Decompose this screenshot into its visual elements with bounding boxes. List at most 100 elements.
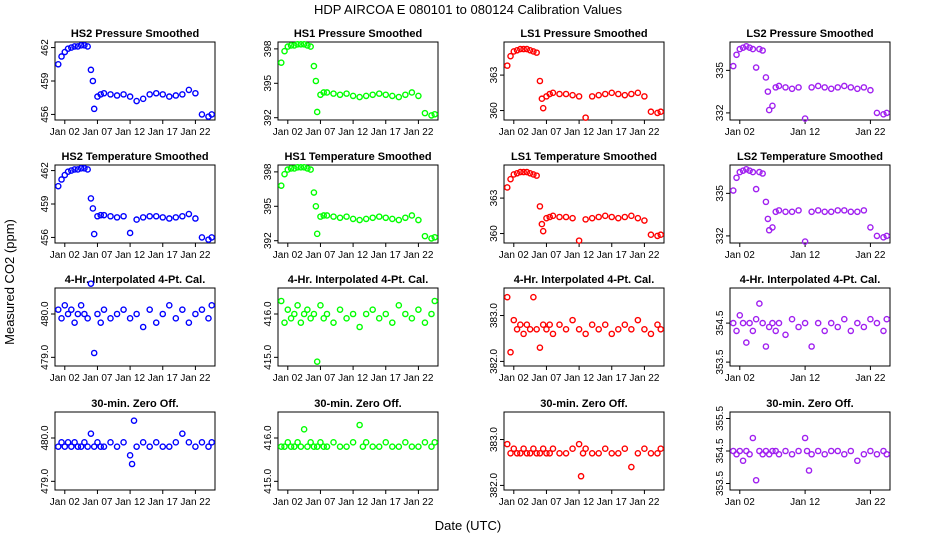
data-point	[880, 447, 887, 455]
data-point	[503, 293, 511, 301]
data-point	[146, 91, 153, 98]
data-point	[739, 44, 747, 51]
data-point	[733, 327, 740, 335]
y-tick-label: 332	[715, 104, 726, 121]
data-point	[539, 227, 547, 235]
x-tick-label: Jan 02	[273, 127, 303, 138]
data-point	[595, 213, 602, 221]
x-tick-label: Jan 22	[403, 127, 433, 138]
data-point	[775, 319, 783, 327]
x-tick-label: Jan 02	[499, 127, 529, 138]
chart-panel: 4-Hr. Interpolated 4-Pt. Cal. 479.0 480.0 J…	[40, 274, 216, 384]
y-tick-label: 395	[263, 198, 274, 215]
data-point	[513, 46, 521, 54]
data-point	[336, 306, 344, 313]
data-point	[58, 176, 65, 183]
chart-panel: 4-Hr. Interpolated 4-Pt. Cal. 353.5 354.5 J…	[715, 274, 891, 384]
data-point	[821, 208, 828, 216]
data-point	[179, 91, 186, 98]
data-point	[821, 327, 828, 335]
data-point	[146, 443, 153, 450]
data-point	[814, 447, 822, 455]
x-tick-label: Jan 07	[531, 373, 561, 384]
plot-frame	[54, 164, 216, 244]
data-point	[814, 319, 822, 327]
data-point	[769, 447, 776, 455]
data-point	[77, 443, 85, 450]
plot-frame	[277, 41, 439, 121]
data-point	[759, 170, 766, 177]
panel-title: 30-min. Zero Off.	[540, 398, 627, 410]
data-point	[192, 310, 199, 318]
data-point	[769, 224, 776, 231]
data-point	[614, 90, 622, 98]
panel-title: LS1 Temperature Smoothed	[511, 151, 657, 163]
data-point	[382, 214, 390, 222]
data-point	[192, 215, 199, 222]
data-point	[336, 214, 344, 222]
data-point	[304, 42, 311, 49]
x-tick-label: Jan 07	[531, 127, 561, 138]
data-point	[628, 212, 635, 220]
data-point	[208, 439, 216, 446]
data-point	[317, 439, 324, 446]
y-tick-label: 383.0	[489, 303, 500, 328]
data-point	[764, 215, 772, 223]
data-point	[421, 109, 429, 117]
x-tick-label: Jan 22	[855, 497, 885, 508]
data-point	[575, 93, 583, 100]
data-point	[205, 315, 212, 322]
y-tick-label: 332	[715, 227, 726, 244]
data-point	[873, 319, 881, 327]
x-tick-label: Jan 02	[725, 497, 755, 508]
data-point	[284, 166, 292, 173]
data-point	[821, 450, 828, 458]
panel-title: 4-Hr. Interpolated 4-Pt. Cal.	[514, 274, 655, 286]
data-point	[330, 213, 337, 220]
data-point	[133, 216, 140, 223]
data-point	[654, 232, 661, 240]
data-point	[507, 175, 514, 183]
data-point	[320, 89, 328, 96]
x-tick-label: Jan 07	[305, 250, 335, 261]
y-tick-label: 392	[263, 109, 274, 126]
x-tick-label: Jan 12	[115, 373, 145, 384]
data-point	[185, 210, 193, 218]
x-tick-label: Jan 12	[790, 373, 820, 384]
x-tick-label: Jan 02	[50, 373, 80, 384]
data-point	[526, 449, 534, 457]
data-point	[291, 42, 298, 49]
data-point	[520, 45, 527, 53]
data-point	[402, 310, 409, 318]
y-tick-label: 462	[40, 162, 51, 179]
data-point	[520, 168, 527, 176]
data-point	[369, 443, 376, 450]
plot-frame	[277, 164, 439, 244]
x-tick-label: Jan 07	[82, 373, 112, 384]
data-point	[743, 165, 750, 173]
data-point	[795, 207, 802, 214]
data-point	[281, 47, 288, 55]
data-point	[395, 302, 403, 309]
data-point	[64, 439, 72, 446]
data-point	[77, 302, 85, 309]
x-tick-label: Jan 07	[82, 497, 112, 508]
data-point	[775, 207, 783, 214]
plot-frame	[729, 41, 891, 121]
data-point	[533, 325, 540, 333]
data-point	[172, 92, 180, 99]
data-point	[772, 208, 780, 216]
data-point	[821, 84, 828, 91]
data-point	[128, 460, 136, 468]
data-point	[431, 439, 439, 446]
data-point	[356, 421, 363, 429]
data-point	[304, 165, 311, 172]
data-point	[588, 449, 596, 457]
panel-title: LS2 Temperature Smoothed	[737, 151, 883, 163]
data-point	[415, 443, 422, 450]
data-point	[621, 321, 629, 329]
data-point	[608, 89, 616, 97]
data-point	[198, 306, 206, 313]
data-point	[772, 447, 780, 455]
